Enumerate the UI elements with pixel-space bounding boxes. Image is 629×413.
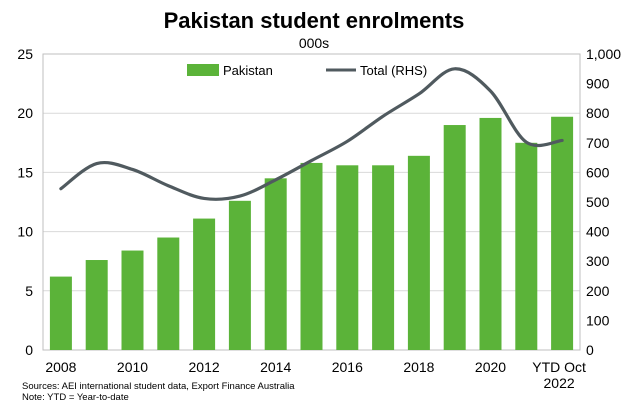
y-right-tick-label: 300 (586, 253, 610, 269)
y-left-tick-label: 10 (17, 224, 33, 240)
x-tick-label: 2008 (45, 359, 76, 375)
y-right-tick-label: 200 (586, 283, 610, 299)
total-line (59, 67, 564, 201)
y-left-tick-label: 0 (25, 342, 33, 358)
footnote-sources: Sources: AEI international student data,… (22, 381, 295, 392)
x-tick-label: 2018 (403, 359, 434, 375)
y-left-tick-label: 5 (25, 283, 33, 299)
y-axis-left: 0 5 10 15 20 25 (17, 46, 33, 358)
bar-2013 (228, 200, 251, 350)
bar-2016 (336, 165, 359, 350)
x-tick-label-last: YTD Oct (532, 359, 586, 375)
legend: Pakistan Total (RHS) (187, 63, 427, 78)
y-left-tick-label: 20 (17, 105, 33, 121)
bar-2012 (193, 218, 216, 350)
x-tick-label-last: 2022 (544, 375, 575, 391)
y-right-tick-label: 100 (586, 312, 610, 328)
bar-2015 (300, 162, 323, 350)
y-right-tick-label: 500 (586, 194, 610, 210)
bar-series (49, 116, 574, 350)
bar-2014 (264, 178, 287, 350)
bar-2017 (372, 165, 395, 350)
legend-label-total: Total (RHS) (360, 63, 427, 78)
bar-2019 (443, 125, 466, 350)
bar-2011 (157, 237, 180, 350)
bar-2020 (479, 117, 502, 350)
y-right-tick-label: 700 (586, 135, 610, 151)
y-left-tick-label: 15 (17, 164, 33, 180)
y-left-tick-label: 25 (17, 46, 33, 62)
x-tick-label: 2014 (260, 359, 291, 375)
bar-2008 (49, 276, 72, 350)
bar-2010 (121, 250, 144, 350)
bar-2018 (407, 155, 430, 350)
legend-swatch-pakistan (187, 64, 219, 76)
legend-label-pakistan: Pakistan (223, 63, 273, 78)
y-right-tick-label: 400 (586, 224, 610, 240)
x-tick-label: 2016 (332, 359, 363, 375)
footnote-note: Note: YTD = Year-to-date (22, 392, 129, 403)
y-axis-right: 0 100 200 300 400 500 600 700 800 900 1,000 (586, 46, 621, 358)
y-right-tick-label: 0 (586, 342, 594, 358)
x-tick-label: 2012 (189, 359, 220, 375)
bar-2021 (515, 142, 538, 350)
chart-title: Pakistan student enrolments (164, 8, 465, 33)
y-right-tick-label: 1,000 (586, 46, 621, 62)
chart-subtitle: 000s (299, 35, 329, 51)
x-tick-label: 2010 (117, 359, 148, 375)
x-tick-label: 2020 (475, 359, 506, 375)
bar-2009 (85, 260, 108, 350)
y-right-tick-label: 800 (586, 105, 610, 121)
bar-ytd-oct-2022 (551, 116, 574, 350)
y-right-tick-label: 900 (586, 76, 610, 92)
y-right-tick-label: 600 (586, 164, 610, 180)
